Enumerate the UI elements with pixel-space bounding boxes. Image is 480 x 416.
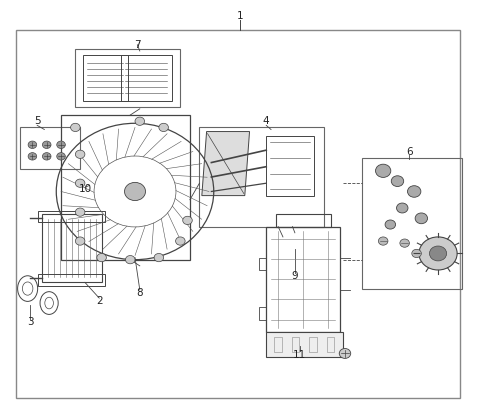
Text: 6: 6 bbox=[406, 147, 413, 157]
Text: 7: 7 bbox=[134, 40, 141, 50]
Circle shape bbox=[385, 220, 396, 229]
Bar bbox=[276, 214, 331, 227]
Circle shape bbox=[154, 253, 164, 262]
Circle shape bbox=[430, 246, 446, 261]
Text: 5: 5 bbox=[34, 116, 40, 126]
Circle shape bbox=[400, 239, 409, 247]
Circle shape bbox=[71, 123, 80, 131]
Bar bbox=[38, 211, 106, 223]
Circle shape bbox=[97, 253, 107, 262]
Circle shape bbox=[339, 349, 351, 359]
Circle shape bbox=[75, 179, 85, 187]
Circle shape bbox=[42, 153, 51, 160]
Bar bbox=[75, 49, 180, 107]
Text: 8: 8 bbox=[136, 288, 143, 298]
Circle shape bbox=[124, 182, 145, 201]
Circle shape bbox=[125, 255, 135, 264]
Text: 10: 10 bbox=[78, 184, 92, 194]
Bar bbox=[292, 337, 300, 352]
Bar bbox=[362, 158, 462, 289]
Circle shape bbox=[159, 123, 168, 131]
Bar bbox=[42, 214, 102, 282]
Circle shape bbox=[412, 249, 421, 258]
Bar bbox=[266, 136, 314, 196]
Circle shape bbox=[75, 237, 85, 245]
Circle shape bbox=[75, 208, 85, 216]
Bar bbox=[275, 337, 282, 352]
Circle shape bbox=[176, 237, 185, 245]
Circle shape bbox=[57, 153, 65, 160]
PathPatch shape bbox=[202, 131, 250, 196]
Circle shape bbox=[135, 117, 144, 125]
Circle shape bbox=[419, 237, 457, 270]
Bar bbox=[309, 337, 317, 352]
Bar bbox=[266, 227, 340, 332]
Circle shape bbox=[415, 213, 428, 224]
Circle shape bbox=[396, 203, 408, 213]
Circle shape bbox=[378, 237, 388, 245]
Text: 3: 3 bbox=[27, 317, 33, 327]
Bar bbox=[120, 55, 172, 101]
Bar bbox=[21, 127, 80, 169]
Bar bbox=[83, 55, 128, 101]
Bar bbox=[38, 274, 106, 286]
Circle shape bbox=[375, 164, 391, 177]
Bar bbox=[259, 258, 266, 270]
Bar bbox=[327, 337, 335, 352]
Text: 9: 9 bbox=[291, 271, 298, 281]
Bar bbox=[16, 30, 459, 398]
Text: 1: 1 bbox=[237, 11, 243, 21]
Bar bbox=[199, 127, 324, 227]
Circle shape bbox=[57, 141, 65, 149]
Circle shape bbox=[391, 176, 404, 186]
Circle shape bbox=[408, 186, 421, 197]
Circle shape bbox=[28, 153, 36, 160]
Text: 11: 11 bbox=[293, 350, 306, 360]
Circle shape bbox=[75, 150, 85, 158]
Bar bbox=[61, 115, 190, 260]
Text: 4: 4 bbox=[263, 116, 270, 126]
Circle shape bbox=[42, 141, 51, 149]
Bar bbox=[266, 332, 343, 357]
Text: 2: 2 bbox=[96, 296, 103, 306]
Circle shape bbox=[28, 141, 36, 149]
Circle shape bbox=[183, 216, 192, 225]
Bar bbox=[259, 307, 266, 319]
